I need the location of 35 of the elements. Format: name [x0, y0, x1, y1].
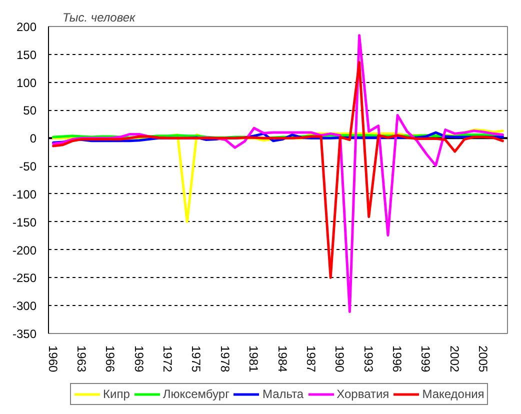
x-tick-label: 2002: [447, 346, 462, 373]
legend-label: Кипр: [103, 387, 130, 401]
y-tick-label: -300: [12, 299, 37, 314]
x-tick-label: 1960: [46, 346, 60, 373]
x-tick-label: 1981: [246, 346, 261, 373]
y-tick-label: -50: [19, 160, 37, 174]
y-tick-label: -100: [12, 187, 37, 202]
legend-label: Мальта: [262, 387, 304, 401]
x-tick-label: 1993: [361, 346, 376, 373]
x-tick-label: 1978: [218, 346, 232, 373]
y-tick-label: -200: [12, 243, 37, 258]
y-tick-label: 50: [23, 104, 37, 118]
x-tick-label: 1975: [189, 346, 204, 373]
y-tick-label: -350: [12, 327, 37, 341]
x-tick-label: 1963: [74, 346, 88, 373]
line-series: [52, 60, 504, 279]
x-tick-label: 1984: [275, 346, 290, 373]
y-tick-label: -150: [12, 215, 37, 230]
y-tick-label: -250: [12, 271, 37, 286]
x-tick-label: 1969: [132, 346, 146, 373]
y-tick-label: 0: [30, 132, 37, 146]
y-axis-title: Тыс. человек: [62, 10, 137, 24]
x-tick-label: 1987: [304, 346, 318, 373]
x-tick-label: 1966: [103, 346, 118, 373]
legend-label: Хорватия: [336, 387, 390, 401]
y-tick-label: 150: [16, 48, 37, 62]
x-tick-label: 2005: [476, 346, 490, 373]
x-tick-label: 1990: [332, 346, 347, 373]
y-tick-label: 200: [16, 20, 37, 34]
legend-label: Македония: [422, 387, 484, 401]
legend-label: Люксембург: [162, 387, 230, 401]
x-tick-label: 1996: [390, 346, 404, 373]
x-tick-label: 1972: [160, 346, 175, 373]
x-tick-label: 1999: [418, 346, 433, 373]
y-tick-label: 100: [16, 76, 37, 90]
